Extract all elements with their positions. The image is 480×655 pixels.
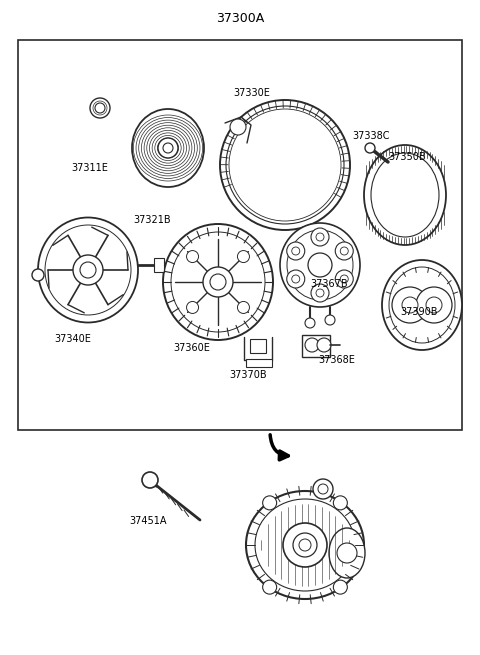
Circle shape	[287, 242, 305, 260]
Bar	[18, 40, 462, 430]
Text: 37367B: 37367B	[310, 279, 348, 289]
Circle shape	[402, 297, 418, 313]
Circle shape	[187, 251, 199, 263]
Ellipse shape	[132, 109, 204, 187]
Ellipse shape	[329, 528, 365, 578]
Bar	[302, 335, 330, 357]
Circle shape	[299, 539, 311, 551]
Circle shape	[210, 274, 226, 290]
Circle shape	[73, 255, 103, 285]
Ellipse shape	[382, 260, 462, 350]
Circle shape	[187, 301, 199, 314]
Text: 37370B: 37370B	[229, 370, 267, 380]
Text: 37321B: 37321B	[133, 215, 171, 225]
Ellipse shape	[364, 145, 446, 245]
Circle shape	[305, 318, 315, 328]
Ellipse shape	[220, 100, 350, 230]
Circle shape	[32, 269, 44, 281]
Circle shape	[333, 580, 348, 594]
Circle shape	[325, 315, 335, 325]
Circle shape	[365, 143, 375, 153]
Circle shape	[337, 543, 357, 563]
Circle shape	[313, 479, 333, 499]
Ellipse shape	[280, 223, 360, 307]
Bar	[154, 258, 164, 272]
Ellipse shape	[38, 217, 138, 322]
Ellipse shape	[246, 491, 364, 599]
Circle shape	[142, 472, 158, 488]
Circle shape	[238, 301, 250, 314]
Circle shape	[311, 284, 329, 302]
Circle shape	[335, 270, 353, 288]
Text: 37368E: 37368E	[318, 355, 355, 365]
Text: 37338C: 37338C	[352, 131, 389, 141]
Circle shape	[333, 496, 348, 510]
Circle shape	[203, 267, 233, 297]
Circle shape	[392, 287, 428, 323]
Circle shape	[95, 103, 105, 113]
Text: 37340E: 37340E	[55, 334, 91, 344]
Circle shape	[230, 119, 246, 135]
Circle shape	[335, 242, 353, 260]
Circle shape	[158, 138, 178, 158]
Circle shape	[163, 143, 173, 153]
Circle shape	[426, 297, 442, 313]
Circle shape	[283, 523, 327, 567]
Circle shape	[263, 580, 276, 594]
Bar	[246, 359, 272, 367]
Circle shape	[287, 270, 305, 288]
Circle shape	[311, 228, 329, 246]
Bar	[250, 339, 266, 353]
Circle shape	[238, 251, 250, 263]
Text: 37311E: 37311E	[72, 163, 108, 173]
Circle shape	[305, 338, 319, 352]
Circle shape	[317, 338, 331, 352]
Circle shape	[308, 253, 332, 277]
Circle shape	[416, 287, 452, 323]
Circle shape	[80, 262, 96, 278]
Text: 37330E: 37330E	[234, 88, 270, 98]
Text: 37360E: 37360E	[174, 343, 210, 353]
Text: 37350B: 37350B	[388, 152, 426, 162]
Text: 37451A: 37451A	[129, 516, 167, 526]
Circle shape	[263, 496, 276, 510]
Ellipse shape	[163, 224, 273, 340]
Circle shape	[90, 98, 110, 118]
Circle shape	[293, 533, 317, 557]
Text: 37300A: 37300A	[216, 12, 264, 24]
Text: 37390B: 37390B	[400, 307, 437, 317]
